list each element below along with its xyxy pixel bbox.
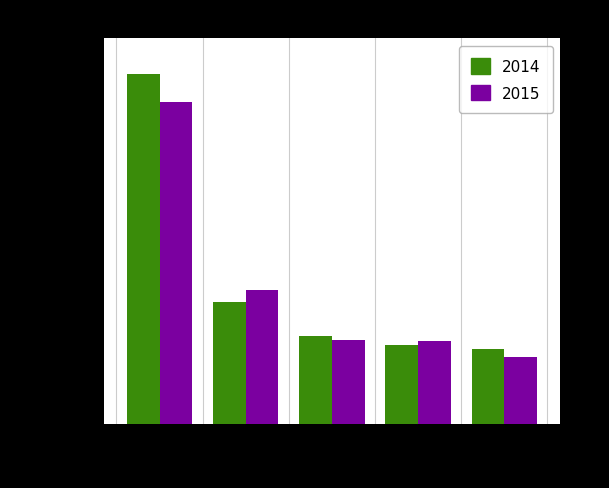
Bar — [504, 357, 537, 425]
Bar — [385, 345, 418, 425]
Bar — [471, 350, 504, 425]
Bar — [299, 336, 332, 425]
Bar — [245, 291, 278, 425]
Bar — [213, 302, 245, 425]
Bar — [332, 341, 365, 425]
Legend: 2014, 2015: 2014, 2015 — [459, 47, 552, 114]
Bar — [160, 102, 192, 425]
Bar — [418, 342, 451, 425]
Bar — [127, 75, 160, 425]
